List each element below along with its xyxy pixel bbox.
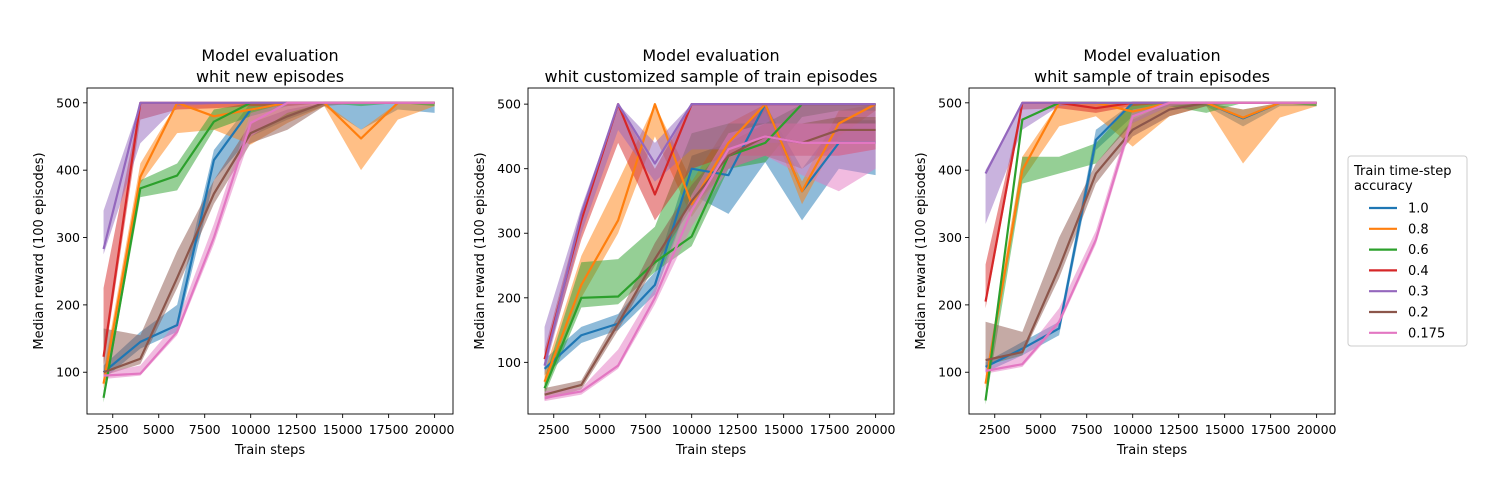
legend-entry-label: 0.4 bbox=[1408, 264, 1429, 279]
y-tick-label: 300 bbox=[938, 230, 962, 245]
x-tick-label: 17500 bbox=[1251, 422, 1291, 437]
x-axis-label: Train steps bbox=[1116, 443, 1187, 458]
x-tick-label: 2500 bbox=[979, 422, 1011, 437]
series-line-0.175 bbox=[544, 135, 876, 399]
legend: Train time-step accuracy 1.0 0.8 0.6 0.4 0.3 0… bbox=[1347, 155, 1468, 347]
y-tick-label: 200 bbox=[56, 297, 80, 312]
x-tick-label: 7500 bbox=[630, 422, 662, 437]
x-tick-label: 12500 bbox=[718, 422, 758, 437]
series-line-0.175 bbox=[985, 101, 1317, 372]
x-tick-label: 20000 bbox=[1297, 422, 1337, 437]
chart-title-line: Model evaluation bbox=[642, 46, 779, 65]
y-tick-label: 500 bbox=[497, 97, 521, 112]
legend-entry-label: 0.3 bbox=[1408, 285, 1429, 300]
x-tick-label: 15000 bbox=[323, 422, 363, 437]
axes-frame bbox=[86, 87, 454, 415]
x-tick-label: 5000 bbox=[143, 422, 175, 437]
chart-title-line: whit customized sample of train episodes bbox=[545, 67, 878, 86]
y-tick-label: 400 bbox=[938, 163, 962, 178]
series-line-0.8 bbox=[984, 101, 1317, 384]
chart-panel-2: Model evaluation whit customized sample o… bbox=[473, 46, 896, 458]
y-tick-label: 500 bbox=[938, 95, 962, 110]
legend-title: Train time-step bbox=[1353, 164, 1452, 179]
series-band-0.8 bbox=[544, 104, 876, 392]
x-tick-label: 10000 bbox=[672, 422, 712, 437]
series-line-0.3 bbox=[543, 103, 876, 366]
legend-entry-label: 0.175 bbox=[1408, 326, 1445, 341]
x-tick-label: 10000 bbox=[1113, 422, 1153, 437]
plot-area bbox=[102, 101, 435, 403]
series-band-0.2 bbox=[985, 102, 1317, 366]
y-tick-label: 500 bbox=[56, 95, 80, 110]
axes-frame bbox=[527, 87, 895, 415]
y-tick-label: 200 bbox=[938, 297, 962, 312]
x-tick-label: 12500 bbox=[277, 422, 317, 437]
series-line-0.8 bbox=[543, 103, 877, 383]
y-tick-label: 200 bbox=[497, 290, 521, 305]
plot-area bbox=[984, 101, 1317, 405]
x-axis-label: Train steps bbox=[675, 443, 746, 458]
y-tick-label: 400 bbox=[497, 161, 521, 176]
x-tick-label: 15000 bbox=[1205, 422, 1245, 437]
x-tick-label: 2500 bbox=[538, 422, 570, 437]
legend-entry-label: 0.8 bbox=[1408, 222, 1429, 237]
series-band-0.3 bbox=[985, 102, 1317, 225]
chart-title-line: Model evaluation bbox=[1083, 46, 1220, 65]
y-tick-label: 100 bbox=[938, 365, 962, 380]
x-tick-label: 10000 bbox=[231, 422, 271, 437]
series-line-0.8 bbox=[102, 101, 435, 384]
y-tick-label: 300 bbox=[56, 230, 80, 245]
y-axis-label: Median reward (100 episodes) bbox=[473, 152, 488, 349]
legend-box bbox=[1347, 155, 1468, 347]
chart-panel-1: Model evaluation whit new episodes 2500 500… bbox=[32, 46, 455, 458]
plot-area bbox=[543, 103, 877, 402]
x-tick-label: 5000 bbox=[584, 422, 616, 437]
y-tick-label: 300 bbox=[497, 226, 521, 241]
x-tick-label: 17500 bbox=[810, 422, 850, 437]
series-line-0.175 bbox=[103, 101, 435, 377]
legend-entry-label: 0.2 bbox=[1408, 306, 1429, 321]
x-tick-label: 7500 bbox=[189, 422, 221, 437]
y-axis-label: Median reward (100 episodes) bbox=[914, 152, 929, 349]
x-tick-label: 2500 bbox=[97, 422, 129, 437]
y-tick-label: 400 bbox=[56, 163, 80, 178]
x-tick-label: 20000 bbox=[415, 422, 455, 437]
x-tick-label: 12500 bbox=[1159, 422, 1199, 437]
chart-panel-3: Model evaluation whit sample of train epi… bbox=[914, 46, 1337, 458]
x-tick-label: 15000 bbox=[764, 422, 804, 437]
series-band-0.2 bbox=[103, 102, 435, 376]
x-axis-label: Train steps bbox=[234, 443, 305, 458]
legend-entry-label: 0.6 bbox=[1408, 243, 1429, 258]
chart-title-line: Model evaluation bbox=[201, 46, 338, 65]
y-tick-label: 100 bbox=[497, 355, 521, 370]
x-tick-label: 17500 bbox=[369, 422, 409, 437]
x-tick-label: 20000 bbox=[856, 422, 896, 437]
chart-title-line: whit new episodes bbox=[196, 67, 344, 86]
y-tick-label: 100 bbox=[56, 365, 80, 380]
legend-title: accuracy bbox=[1354, 179, 1413, 194]
x-tick-label: 7500 bbox=[1071, 422, 1103, 437]
chart-title-line: whit sample of train episodes bbox=[1034, 67, 1270, 86]
series-band-0.8 bbox=[103, 102, 435, 390]
axes-frame bbox=[968, 87, 1336, 415]
x-tick-label: 5000 bbox=[1025, 422, 1057, 437]
y-axis-label: Median reward (100 episodes) bbox=[32, 152, 47, 349]
legend-entry-label: 1.0 bbox=[1408, 202, 1429, 217]
